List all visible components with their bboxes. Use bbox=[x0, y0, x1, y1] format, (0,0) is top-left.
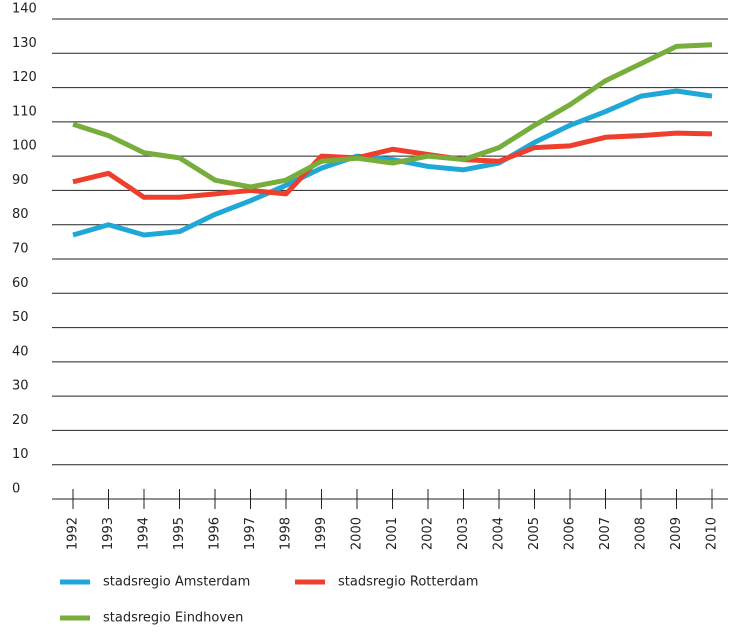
x-tick-label: 2008 bbox=[634, 517, 649, 550]
x-tick-label: 1993 bbox=[101, 517, 116, 550]
y-tick-label: 20 bbox=[12, 413, 29, 428]
y-tick-label: 110 bbox=[12, 104, 37, 119]
y-tick-label: 90 bbox=[12, 173, 29, 188]
y-tick-label: 50 bbox=[12, 310, 29, 325]
series-line bbox=[72, 130, 713, 200]
series-line bbox=[72, 88, 713, 238]
y-tick-label: 130 bbox=[12, 36, 37, 51]
x-tick-label: 2000 bbox=[350, 517, 365, 550]
x-tick-label: 2001 bbox=[385, 517, 400, 550]
y-tick-label: 60 bbox=[12, 276, 29, 291]
y-tick-label: 70 bbox=[12, 242, 29, 257]
legend-label: stadsregio Rotterdam bbox=[338, 575, 478, 590]
legend-label: stadsregio Eindhoven bbox=[103, 611, 243, 626]
x-tick-label: 2002 bbox=[421, 517, 436, 550]
y-tick-label: 120 bbox=[12, 70, 37, 85]
y-tick-label: 0 bbox=[12, 482, 20, 497]
y-tick-label: 40 bbox=[12, 344, 29, 359]
x-tick-label: 2006 bbox=[563, 517, 578, 550]
x-tick-label: 2004 bbox=[492, 517, 507, 550]
x-tick-label: 1994 bbox=[137, 517, 152, 550]
y-tick-label: 30 bbox=[12, 379, 29, 394]
x-tick-label: 1996 bbox=[208, 517, 223, 550]
x-tick-label: 1998 bbox=[279, 517, 294, 550]
x-tick-label: 1999 bbox=[314, 517, 329, 550]
x-tick-label: 2005 bbox=[527, 517, 542, 550]
x-tick-label: 2003 bbox=[456, 517, 471, 550]
x-tick-label: 1997 bbox=[243, 517, 258, 550]
series-line bbox=[72, 42, 713, 190]
x-tick-label: 2009 bbox=[669, 517, 684, 550]
x-tick-label: 1992 bbox=[66, 517, 81, 550]
x-tick-label: 2010 bbox=[705, 517, 720, 550]
y-tick-label: 80 bbox=[12, 207, 29, 222]
x-tick-label: 1995 bbox=[172, 517, 187, 550]
x-tick-label: 2007 bbox=[598, 517, 613, 550]
y-tick-label: 140 bbox=[12, 2, 37, 17]
legend-label: stadsregio Amsterdam bbox=[103, 575, 250, 590]
y-tick-label: 100 bbox=[12, 139, 37, 154]
y-tick-label: 10 bbox=[12, 447, 29, 462]
